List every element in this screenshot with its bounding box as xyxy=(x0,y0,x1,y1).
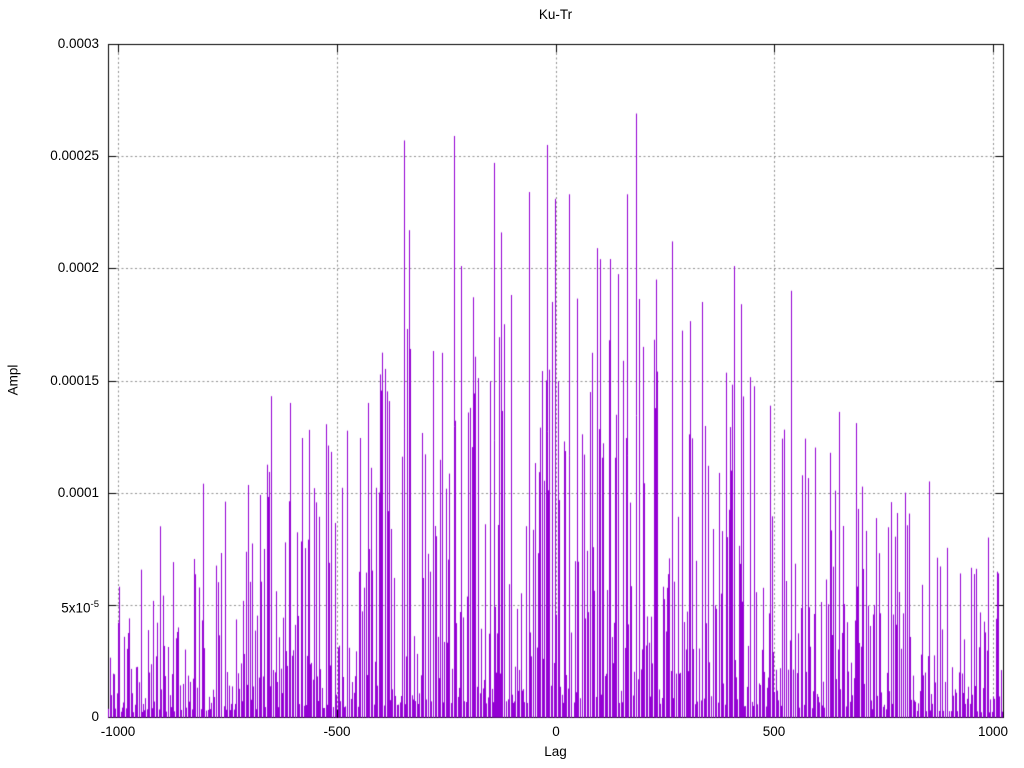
y-tick-label-1: 5x10-5 xyxy=(61,599,99,616)
x-tick-label-0: -1000 xyxy=(100,724,136,739)
y-tick-label-6: 0.0003 xyxy=(57,36,99,51)
y-tick-label-2: 0.0001 xyxy=(57,485,99,500)
x-tick-label-1: -500 xyxy=(323,724,351,739)
y-tick-label-4: 0.0002 xyxy=(57,260,99,275)
x-axis-title: Lag xyxy=(544,744,567,759)
x-tick-label-3: 500 xyxy=(762,724,786,739)
x-tick-label-4: 1000 xyxy=(977,724,1009,739)
y-tick-label-0: 0 xyxy=(91,709,99,724)
x-tick-label-2: 0 xyxy=(552,724,560,739)
y-tick-label-3: 0.00015 xyxy=(50,373,99,388)
plot-title: Ku-Tr xyxy=(538,7,573,22)
y-tick-label-5: 0.00025 xyxy=(50,148,99,163)
